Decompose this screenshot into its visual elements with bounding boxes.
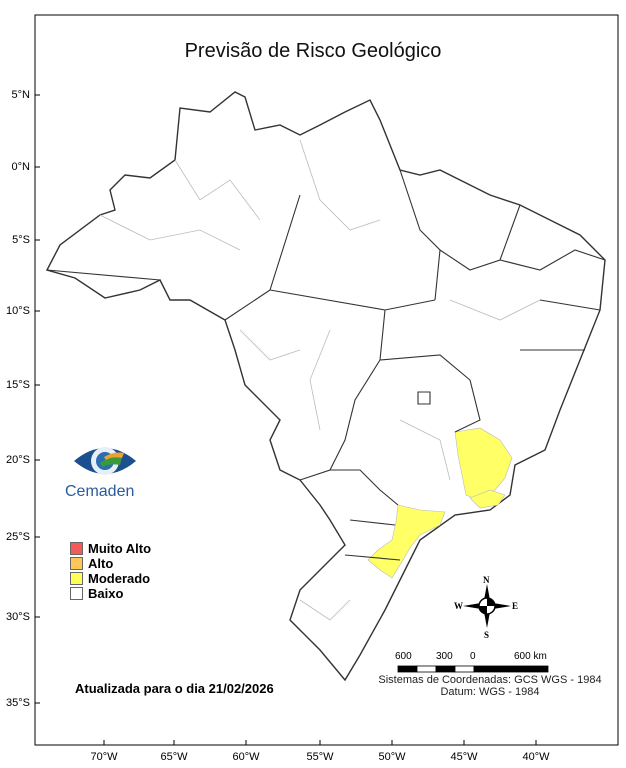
moderate-area-rio-coast [469, 489, 506, 509]
lat-label: 35°S [6, 697, 30, 709]
lat-label: 15°S [6, 379, 30, 391]
cemaden-logo-text: Cemaden [65, 483, 135, 500]
compass-w: W [454, 601, 463, 611]
compass-s: S [484, 630, 490, 640]
cemaden-logo-icon [74, 447, 136, 475]
moderate-area-minas-gerais [454, 427, 513, 501]
brazil-outline [45, 91, 606, 682]
lon-label: 55°W [306, 751, 334, 763]
legend-swatch [70, 557, 83, 570]
lon-label: 65°W [160, 751, 188, 763]
scale-label: 0 [470, 651, 476, 662]
updated-date: Atualizada para o dia 21/02/2026 [75, 681, 274, 696]
legend-label: Moderado [88, 571, 151, 586]
legend-swatch [70, 542, 83, 555]
legend-swatch [70, 572, 83, 585]
map-frame [34, 14, 619, 746]
legend-label: Alto [88, 556, 114, 571]
lat-label: 25°S [6, 531, 30, 543]
lon-label: 70°W [90, 751, 118, 763]
lon-label: 50°W [378, 751, 406, 763]
legend-label: Baixo [88, 586, 124, 601]
scale-label: 600 km [514, 651, 547, 662]
scale-label: 300 [436, 651, 453, 662]
moderate-area-sp-pr-sc [367, 504, 446, 579]
state-boundaries [46, 169, 606, 561]
lat-label: 5°N [11, 89, 30, 101]
lat-label: 30°S [6, 611, 30, 623]
lat-label: 0°N [11, 161, 30, 173]
compass-e: E [512, 601, 519, 611]
legend-item-alto: Alto [70, 556, 113, 571]
compass-rose-icon [463, 584, 511, 628]
coord-system: Sistemas de Coordenadas: GCS WGS - 1984 [378, 674, 602, 686]
map-title: Previsão de Risco Geológico [184, 40, 442, 62]
coordinate-info: Sistemas de Coordenadas: GCS WGS - 1984 D… [360, 674, 620, 698]
legend-swatch [70, 587, 83, 600]
lat-label: 20°S [6, 454, 30, 466]
lat-label: 5°S [12, 234, 30, 246]
lat-label: 10°S [6, 305, 30, 317]
datum: Datum: WGS - 1984 [440, 686, 540, 698]
lon-label: 40°W [522, 751, 550, 763]
lon-label: 45°W [450, 751, 478, 763]
scale-bar [397, 665, 549, 673]
legend-item-muito-alto: Muito Alto [70, 541, 151, 556]
moderate-risk-areas [367, 427, 513, 579]
legend-label: Muito Alto [88, 541, 152, 556]
scale-label: 600 [395, 651, 412, 662]
compass-n: N [483, 575, 490, 585]
axis-ticks [35, 94, 537, 745]
legend-item-moderado: Moderado [70, 571, 150, 586]
lon-label: 60°W [232, 751, 260, 763]
legend-item-baixo: Baixo [70, 586, 123, 601]
municipal-boundaries [99, 139, 541, 621]
